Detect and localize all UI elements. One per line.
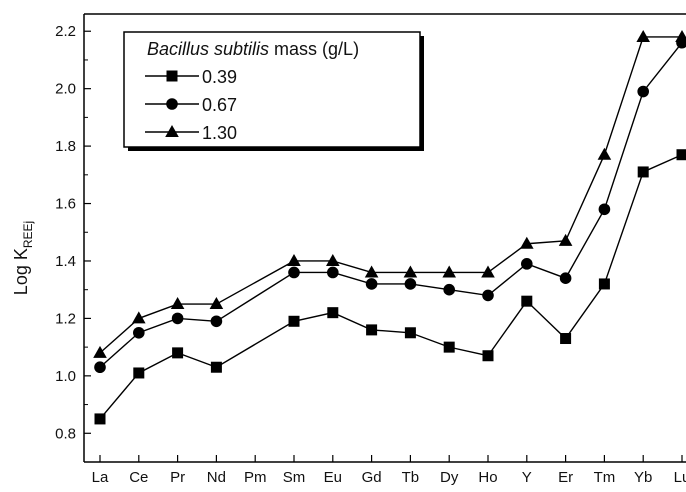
x-tick-label: Ho [478, 469, 497, 486]
x-tick-label: Pr [170, 469, 185, 486]
y-tick-label: 1.0 [55, 368, 76, 385]
data-point [326, 254, 340, 266]
data-point [133, 367, 144, 378]
x-tick-label: Nd [207, 469, 226, 486]
x-tick-label: Tb [402, 469, 420, 486]
x-tick-label: Yb [634, 469, 652, 486]
legend: Bacillus subtilis mass (g/L) 0.39 0.67 1.30 [124, 32, 424, 151]
legend-marker [167, 71, 178, 82]
y-tick-label: 1.6 [55, 196, 76, 213]
data-point [598, 148, 612, 160]
data-point [638, 166, 649, 177]
legend-label: 1.30 [202, 123, 237, 143]
data-point [599, 203, 611, 215]
y-axis-label-sub: REEj [21, 221, 35, 248]
legend-title-italic: Bacillus subtilis [147, 39, 269, 59]
data-point [444, 342, 455, 353]
data-point [210, 297, 224, 309]
data-point [171, 297, 185, 309]
x-tick-label: Dy [440, 469, 459, 486]
x-tick-label: Pm [244, 469, 267, 486]
x-tick-label: Y [522, 469, 532, 486]
data-point [211, 315, 223, 327]
data-point [405, 327, 416, 338]
data-point [637, 86, 649, 98]
y-axis-label-main: Log K [11, 248, 31, 295]
data-point [211, 362, 222, 373]
data-point [599, 278, 610, 289]
series-line [100, 155, 682, 419]
data-point [521, 258, 533, 270]
data-point [560, 333, 571, 344]
x-tick-label: Eu [324, 469, 342, 486]
data-point [636, 30, 650, 42]
data-point [677, 149, 686, 160]
x-tick-label: Sm [283, 469, 306, 486]
data-point [366, 324, 377, 335]
data-point [288, 267, 300, 279]
y-tick-label: 1.4 [55, 253, 76, 270]
x-tick-label: Gd [362, 469, 382, 486]
data-point [94, 361, 106, 373]
data-point [481, 265, 495, 277]
y-tick-label: 0.8 [55, 425, 76, 442]
data-point [172, 347, 183, 358]
legend-label: 0.67 [202, 95, 237, 115]
data-point [287, 254, 301, 266]
data-point [133, 327, 145, 339]
data-point [366, 278, 378, 290]
y-tick-label: 2.0 [55, 81, 76, 98]
data-point [95, 413, 106, 424]
series-0.39 [95, 149, 686, 424]
data-point [172, 313, 184, 325]
x-tick-label: La [92, 469, 109, 486]
x-tick-label: Lu [674, 469, 686, 486]
legend-title: Bacillus subtilis mass (g/L) [147, 39, 359, 59]
data-point [560, 272, 572, 284]
y-tick-label: 1.8 [55, 138, 76, 155]
data-point [442, 265, 456, 277]
y-tick-label: 1.2 [55, 310, 76, 327]
data-point [443, 284, 455, 296]
y-axis-label: Log KREEj [11, 221, 35, 295]
x-tick-label: Ce [129, 469, 148, 486]
y-tick-label: 2.2 [55, 23, 76, 40]
data-point [405, 278, 417, 290]
data-point [675, 30, 686, 42]
data-point [404, 265, 418, 277]
data-point [327, 267, 339, 279]
data-point [289, 316, 300, 327]
data-point [559, 234, 573, 246]
data-point [327, 307, 338, 318]
data-point [521, 296, 532, 307]
data-point [93, 346, 107, 358]
data-point [483, 350, 494, 361]
data-point [482, 290, 494, 302]
x-tick-label: Er [558, 469, 573, 486]
legend-title-rest: mass (g/L) [269, 39, 359, 59]
x-tick-label: Tm [594, 469, 616, 486]
legend-marker [166, 98, 178, 110]
legend-label: 0.39 [202, 67, 237, 87]
data-point [132, 311, 146, 323]
